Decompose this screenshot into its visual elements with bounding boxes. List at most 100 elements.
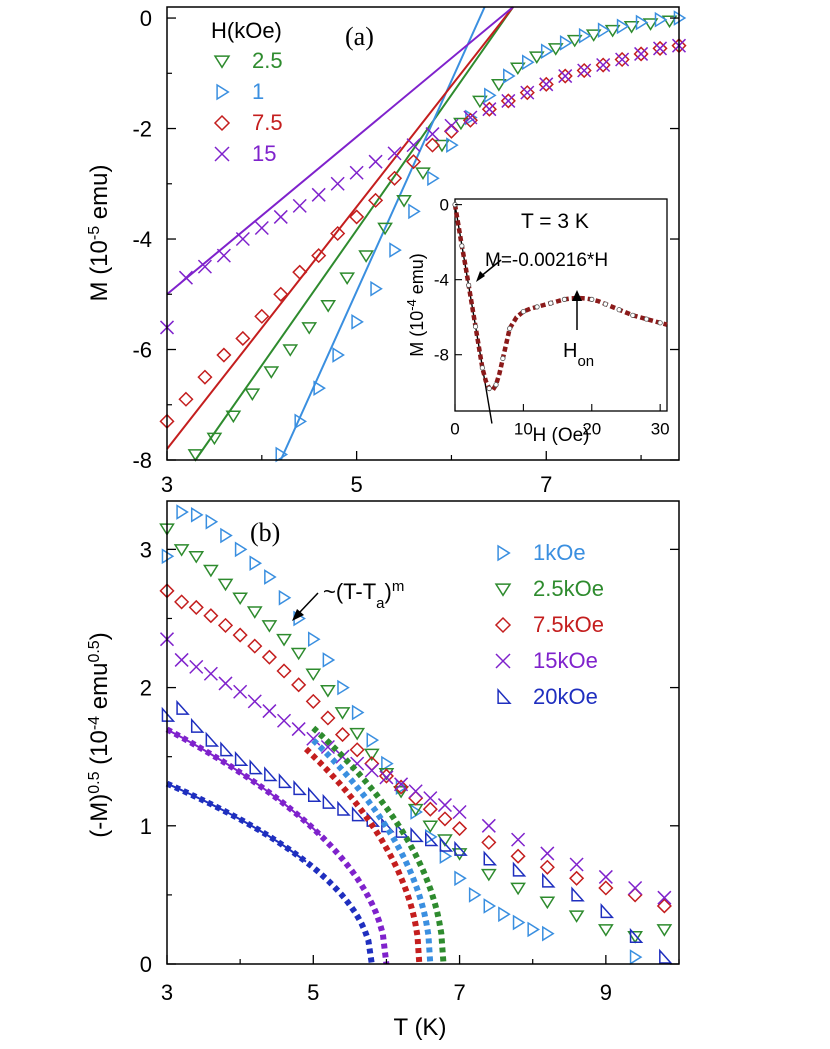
data-point-15 [387,146,402,161]
data-point-7.5kOe [422,801,438,817]
data-point-15 [311,187,326,202]
inset-x-tick-label: 10 [514,419,533,438]
data-point-1 [559,35,573,51]
inset-y-tick-label: 0 [440,196,449,215]
data-point-20kOe [483,850,498,866]
legend-label-7.5: 7.5 [252,110,283,135]
data-point-1 [294,413,308,430]
data-point-1kOe [264,569,277,585]
inset-data-point [479,365,485,371]
data-point-2.5 [282,344,299,357]
panel-a-ticks: 3 5 7 0 -2 -4 -6 -8 [132,6,679,497]
data-point-7.5 [311,248,327,264]
data-point-7.5kOe [349,742,365,758]
inset-data-point [630,312,636,318]
data-point-7.5kOe [656,898,672,914]
data-point-2.5kOe [276,633,292,647]
panel-a-y-axis-label: M (10-5 emu) [86,165,114,302]
data-point-2.5kOe [173,544,190,557]
data-point-7.5kOe [481,834,497,850]
data-point-7.5 [633,46,649,62]
data-point-7.5kOe [261,649,277,665]
data-point-7.5 [292,264,308,280]
inset-x-tick-label: 20 [582,419,601,438]
data-point-1kOe [483,898,497,914]
data-point-2.5 [187,449,204,462]
fit-curve-solid-20kOe [166,782,307,863]
panel-a-inset: 0 10 20 30 0 -4 -8 T = 3 K M=-0.00216*H Hon H … [404,196,670,446]
panel-b-ticks: 3 5 7 9 0 1 2 3 [140,537,680,1005]
data-point-2.5kOe [393,785,409,799]
data-point-1kOe [542,925,555,942]
data-point-20kOe [205,731,220,747]
data-point-7.5kOe [188,599,204,615]
data-point-1 [521,54,535,71]
data-point-7.5kOe [174,594,190,610]
fit-curve-2.5kOe [311,725,447,965]
inset-data-point [643,316,650,322]
data-point-7.5kOe [539,859,555,875]
inset-fit-label: M=-0.00216*H [485,250,608,271]
legend-label-7.5kOe: 7.5kOe [533,612,604,637]
y-tick-label: 0 [140,952,152,977]
data-point-2.5 [225,410,242,424]
data-point-2.5 [547,43,564,56]
data-point-15 [425,127,440,142]
fit-line-1 [279,6,486,461]
data-point-7.5 [386,170,403,186]
data-point-7.5 [178,391,194,407]
legend-label-20kOe: 20kOe [533,684,598,709]
data-point-7.5kOe [232,627,248,643]
data-point-7.5kOe [334,727,351,743]
data-point-1 [446,137,459,153]
data-point-2.5kOe [627,931,643,944]
data-point-7.5 [538,76,554,92]
data-point-15 [178,270,193,285]
data-point-2.5kOe [510,882,526,896]
data-point-7.5 [462,112,478,128]
data-point-1kOe [366,732,380,748]
data-point-15 [349,165,364,180]
data-point-7.5 [254,308,270,324]
data-point-1kOe [381,755,394,772]
inset-y-tick-label: -8 [434,346,449,365]
data-point-15kOe [262,704,277,719]
data-point-2.5 [509,62,526,76]
data-point-15 [463,110,478,125]
legend-label-1: 1 [252,79,264,104]
data-point-7.5 [368,192,384,208]
data-point-1kOe [278,589,292,606]
inset-title: T = 3 K [521,210,589,233]
data-point-2.5kOe [363,748,380,762]
data-point-20kOe [512,861,527,877]
data-point-1 [370,280,383,297]
data-point-1kOe [234,541,248,558]
panel-b-annotation: ~(T-Ta)m [323,578,404,612]
data-point-20kOe [264,766,278,782]
data-point-15 [520,85,535,100]
data-point-2.5kOe [598,924,614,937]
data-point-15kOe [481,818,496,833]
data-point-1kOe [351,704,365,721]
data-point-7.5kOe [627,887,643,903]
data-point-1kOe [337,679,350,696]
panel-b: 3 5 7 9 0 1 2 3 (b) T (K) (-M)0.5 (10-4 emu0.5)… [86,500,680,1041]
data-point-7.5kOe [510,848,526,864]
x-tick-label: 3 [161,472,173,497]
data-point-20kOe [454,840,468,856]
y-tick-label: 2 [140,676,152,701]
data-point-7.5 [330,225,346,242]
data-point-2.5 [358,250,374,263]
inset-data-point [486,385,492,392]
data-point-2.5kOe [334,707,351,720]
data-point-7.5kOe [393,779,409,795]
data-point-1kOe [307,631,321,648]
fit-line-7.5 [166,6,514,450]
x-tick-label: 7 [453,980,465,1005]
panel-b-data-points [159,504,673,965]
data-point-7.5kOe [291,677,307,693]
legend-label-2.5kOe: 2.5kOe [533,576,604,601]
data-point-2.5kOe [203,564,219,578]
inset-data-curve [452,204,668,394]
data-point-2.5kOe [320,685,336,698]
